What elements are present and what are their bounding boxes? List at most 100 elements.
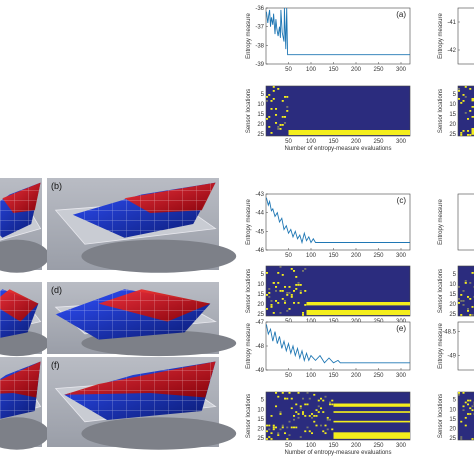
sensor-cell <box>290 426 293 429</box>
sensor-cell <box>268 428 271 431</box>
image-left-partial <box>0 178 50 273</box>
surface-mesh <box>72 182 216 238</box>
sensor-cell <box>326 428 329 431</box>
x-tick-label: 150 <box>328 443 339 449</box>
sensor-cell <box>293 418 296 421</box>
y-axis-label: Entropy measure <box>246 323 252 369</box>
image-panels: (b) (d) (f) <box>0 178 237 450</box>
sensor-cell <box>315 424 318 427</box>
sensor-cell <box>464 96 467 98</box>
x-tick-label: 100 <box>306 253 317 259</box>
sensor-cell <box>313 420 316 423</box>
sensor-cell <box>288 308 291 310</box>
sensor-cell <box>290 296 293 298</box>
sensor-cell <box>290 407 293 410</box>
machine-base <box>81 239 237 273</box>
sensor-cell <box>275 290 278 292</box>
converged-sensor-bar <box>471 106 474 108</box>
sensor-cell <box>462 94 465 96</box>
sensor-cell <box>275 300 278 302</box>
sensor-cell <box>467 310 470 312</box>
sensor-cell <box>322 411 325 413</box>
y-tick-label: -49 <box>447 354 456 360</box>
y-tick-label: 5 <box>261 398 265 404</box>
sensor-cell <box>320 424 323 427</box>
sensor-cell <box>281 392 284 394</box>
y-axis-label: Sensor locations <box>438 394 444 438</box>
sensor-cell <box>266 100 269 102</box>
x-tick-label: 100 <box>306 139 317 145</box>
sensor-cell <box>329 401 332 404</box>
sensor-cell <box>293 290 296 292</box>
sensor-cell <box>266 308 269 310</box>
sensor-cell <box>297 392 300 394</box>
sensor-cell <box>297 284 300 286</box>
sensor-cell <box>270 304 273 306</box>
sensor-cell <box>275 108 278 110</box>
sensor-cell <box>290 397 293 400</box>
sensor-cell <box>293 270 296 272</box>
x-tick-label: 150 <box>328 253 339 259</box>
sensor-cell <box>293 415 296 417</box>
y-tick-label: 15 <box>257 112 264 118</box>
sensor-cell <box>315 415 318 417</box>
converged-sensor-bar <box>471 116 474 118</box>
sensor-cell <box>272 98 275 100</box>
y-tick-label: -41 <box>447 20 456 26</box>
x-tick-label: 50 <box>285 373 292 379</box>
x-tick-label: 300 <box>396 443 407 449</box>
y-tick-label: 25 <box>257 312 264 318</box>
sensor-cell <box>295 411 298 413</box>
y-tick-label: 20 <box>257 302 264 308</box>
sensor-cell <box>460 420 463 423</box>
y-tick-label: -45 <box>255 229 264 235</box>
sensor-cell <box>270 100 273 102</box>
sensor-cell <box>460 102 463 104</box>
sensor-cell <box>275 426 278 429</box>
sensor-cell <box>315 409 318 412</box>
x-tick-label: 250 <box>373 67 384 73</box>
sensor-cell <box>266 424 269 427</box>
y-axis-label: Sensor locations <box>438 269 444 313</box>
sensor-cell <box>268 436 271 438</box>
machine-base <box>81 417 237 450</box>
heatmap-background <box>457 265 474 317</box>
sensor-cell <box>293 426 296 429</box>
x-tick-label: 300 <box>396 253 407 259</box>
sensor-cell <box>308 430 311 433</box>
line-chart-8: Entropy measure <box>438 193 474 251</box>
sensor-cell <box>464 280 467 282</box>
y-tick-label: -46 <box>255 248 264 254</box>
sensor-cell <box>281 426 284 429</box>
y-tick-label: 20 <box>257 122 264 128</box>
x-tick-label: 150 <box>328 139 339 145</box>
y-axis-label: Entropy measure <box>246 199 252 245</box>
y-tick-label: 10 <box>449 102 456 108</box>
sensor-cell <box>302 312 305 314</box>
image-panel-b: (b) <box>47 178 237 273</box>
sensor-cell <box>286 426 289 429</box>
sensor-cell <box>320 407 323 410</box>
y-tick-label: -48 <box>255 344 264 350</box>
sensor-cell <box>469 282 472 284</box>
series-line <box>265 197 410 245</box>
chart-panels: -36 -37 -38 -39 50 100 150 200 250 300 Entropy mea… <box>246 6 474 456</box>
converged-sensor-bar <box>306 302 410 306</box>
series-line <box>265 7 410 56</box>
image-left-partial <box>0 282 50 357</box>
x-tick-label: 200 <box>351 443 362 449</box>
plot-frame <box>265 321 411 371</box>
sensor-cell <box>467 308 470 310</box>
sensor-cell <box>460 300 463 302</box>
sensor-cell <box>279 290 282 292</box>
panel-label: (e) <box>396 324 406 333</box>
converged-sensor-bar <box>333 403 410 407</box>
sensor-cell <box>464 86 467 88</box>
sensor-cell <box>304 290 307 292</box>
image-panel-label: (b) <box>51 181 62 191</box>
x-axis-label: Number of entropy-measure evaluations <box>284 146 391 152</box>
line-chart-0: -36 -37 -38 -39 50 100 150 200 250 300 Entropy mea… <box>246 6 411 73</box>
x-tick-label: 100 <box>306 373 317 379</box>
sensor-cell <box>458 90 461 92</box>
